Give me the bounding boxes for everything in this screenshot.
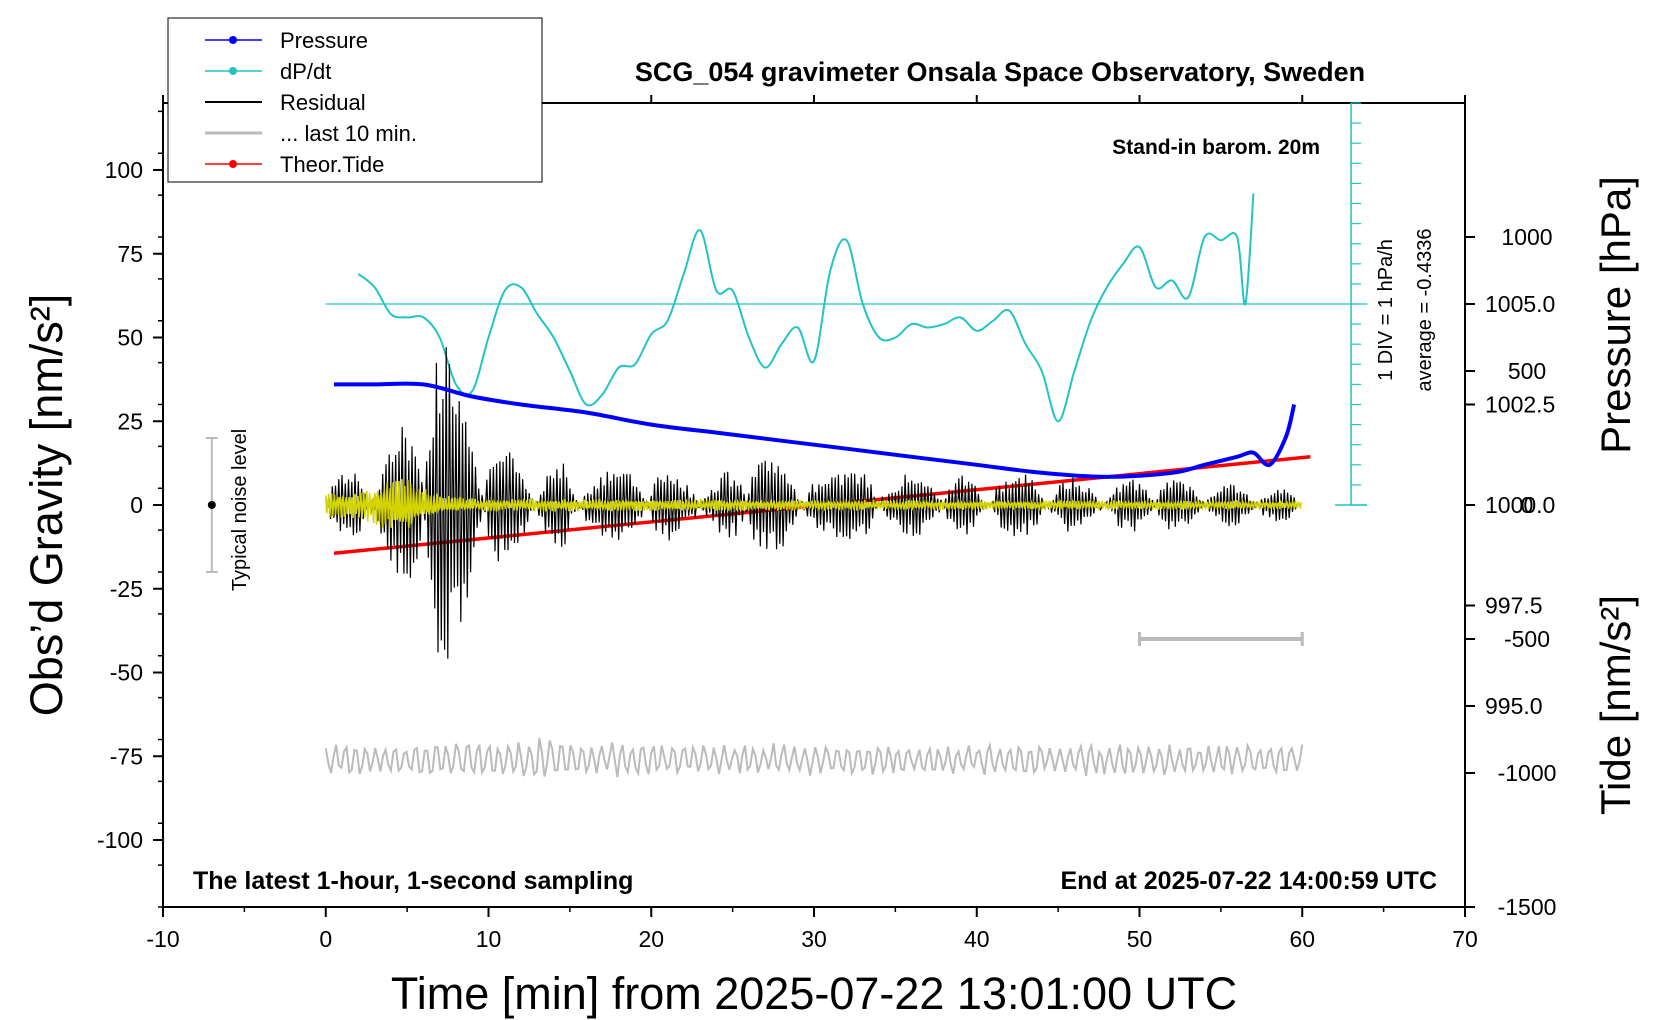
legend-marker-pressure	[229, 36, 237, 44]
tide-tick-label: 0	[1521, 492, 1534, 518]
tide-tick-label: 1000	[1501, 224, 1552, 250]
legend-item-last-10-min: ... last 10 min.	[205, 121, 417, 146]
y-axis-label-left: Obs’d Gravity [nm/s²]	[21, 294, 72, 717]
legend-label-residual: Residual	[280, 90, 366, 115]
y-tick-label: -50	[110, 660, 143, 686]
noise-level-annotation: Typical noise level	[229, 429, 251, 591]
pressure-tick-label: 997.5	[1485, 593, 1543, 619]
average-annotation: average = -0.4336	[1414, 229, 1436, 392]
x-tick-label: 60	[1289, 926, 1315, 952]
y-axis-label-tide: Tide [nm/s²]	[1592, 595, 1639, 815]
legend-item-theor-tide: Theor.Tide	[205, 152, 384, 177]
legend-label-theor-tide: Theor.Tide	[280, 152, 384, 177]
last-10-min-series	[324, 737, 1304, 778]
legend: Pressure dP/dt Residual ... last 10 min.…	[167, 17, 543, 183]
y-tick-label: 100	[105, 157, 143, 183]
legend-label-pressure: Pressure	[280, 28, 368, 53]
legend-box	[167, 17, 543, 183]
legend-label-dpdt: dP/dt	[280, 59, 331, 84]
y-tick-label: -75	[110, 743, 143, 769]
pressure-series	[333, 381, 1297, 479]
x-tick-label: 10	[476, 926, 502, 952]
end-time-annotation: End at 2025-07-22 14:00:59 UTC	[1060, 867, 1437, 895]
legend-item-pressure: Pressure	[205, 28, 368, 53]
pressure-tick-label: 1005.0	[1485, 291, 1555, 317]
div-scale-annotation: 1 DIV = 1 hPa/h	[1375, 239, 1397, 381]
x-tick-label: 20	[638, 926, 664, 952]
legend-marker-dpdt	[229, 67, 237, 75]
x-tick-label: 0	[319, 926, 332, 952]
x-tick-label: 40	[964, 926, 990, 952]
tide-tick-label: -500	[1504, 626, 1550, 652]
plot-series	[205, 102, 1368, 778]
y-axis-label-pressure: Pressure [hPa]	[1592, 176, 1639, 454]
noise-bar-dot	[207, 501, 216, 509]
y-tick-label: -100	[97, 827, 143, 853]
x-tick-label: 70	[1452, 926, 1478, 952]
x-tick-label: 50	[1127, 926, 1153, 952]
x-tick-label: 30	[801, 926, 827, 952]
y-tick-label: -25	[110, 576, 143, 602]
residual-series	[325, 347, 1302, 659]
legend-label-last-10-min: ... last 10 min.	[280, 121, 417, 146]
tide-tick-label: 500	[1508, 358, 1546, 384]
pressure-tick-label: 995.0	[1485, 693, 1543, 719]
residual-filtered-series	[325, 479, 1303, 529]
tide-tick-label: -1500	[1498, 894, 1557, 920]
x-axis-label: Time [min] from 2025-07-22 13:01:00 UTC	[391, 968, 1237, 1019]
x-tick-label: -10	[146, 926, 179, 952]
legend-item-dpdt: dP/dt	[205, 59, 331, 84]
sampling-annotation: The latest 1-hour, 1-second sampling	[193, 867, 633, 895]
legend-item-residual: Residual	[205, 90, 366, 115]
chart-title: SCG_054 gravimeter Onsala Space Observat…	[635, 57, 1365, 87]
y-tick-label: 75	[117, 241, 143, 267]
axis-tick-labels: -10 0 10 20 30 40 50 60 701007550250-25-50-75-10…	[97, 157, 1556, 952]
pressure-tick-label: 1000.0	[1485, 492, 1555, 518]
barometer-annotation: Stand-in barom. 20m	[1112, 136, 1320, 159]
dp-dt-series	[357, 193, 1255, 423]
y-tick-label: 25	[117, 408, 143, 434]
y-tick-label: 50	[117, 325, 143, 351]
y-tick-label: 0	[130, 492, 143, 518]
legend-marker-theor-tide	[229, 160, 237, 168]
pressure-tick-label: 1002.5	[1485, 392, 1555, 418]
tide-tick-label: -1000	[1498, 760, 1557, 786]
